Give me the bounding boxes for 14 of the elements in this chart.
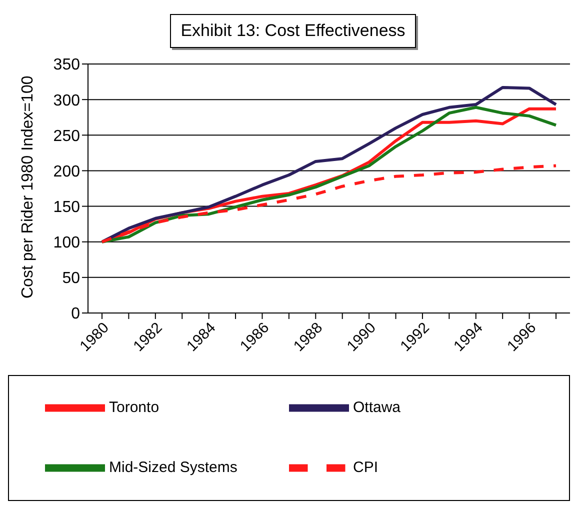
chart-title: Exhibit 13: Cost Effectiveness — [170, 14, 416, 48]
legend-label: Toronto — [109, 398, 160, 416]
y-axis-title: Cost per Rider 1980 Index=100 — [20, 76, 37, 298]
y-tick-label: 300 — [53, 92, 80, 110]
legend-label: CPI — [353, 458, 380, 476]
y-tick-label: 0 — [71, 306, 80, 323]
y-tick-label: 150 — [53, 198, 80, 216]
legend-label: Mid-Sized Systems — [109, 458, 238, 476]
y-tick-label: 50 — [62, 270, 80, 288]
legend-label: Ottawa — [353, 398, 402, 416]
y-tick-label: 350 — [53, 56, 80, 74]
y-tick-label: 200 — [53, 163, 80, 180]
y-tick-label: 250 — [53, 128, 80, 145]
y-tick-label: 100 — [53, 234, 80, 252]
